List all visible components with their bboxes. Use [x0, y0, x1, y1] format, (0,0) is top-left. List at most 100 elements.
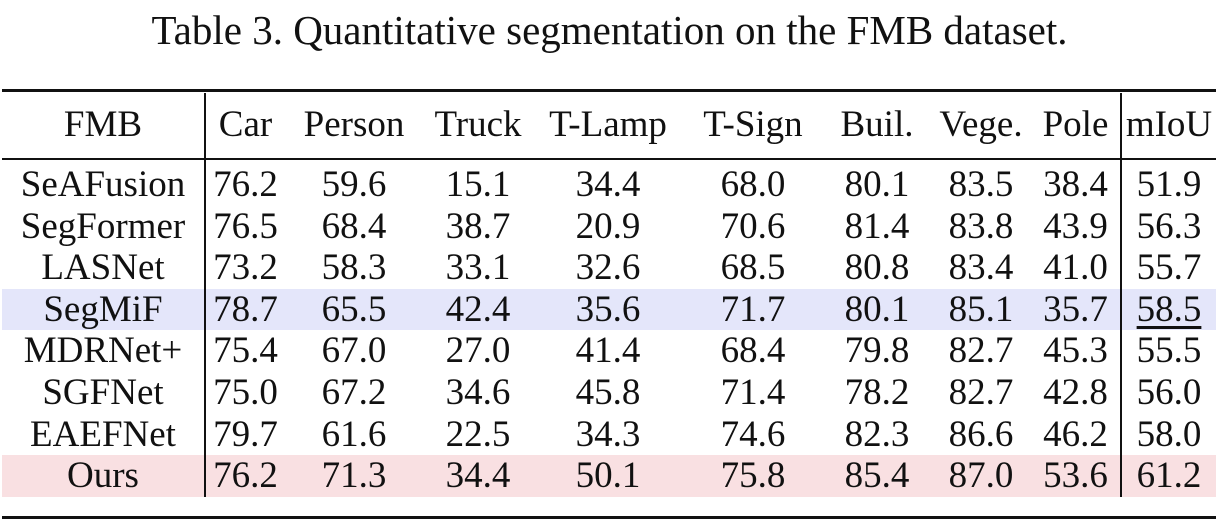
cell-truck: 22.5: [445, 413, 511, 455]
cell-vegetation: 82.7: [948, 371, 1014, 413]
cell-person: 67.0: [321, 330, 387, 372]
cell-car: 75.4: [204, 330, 285, 372]
cell-person: 59.6: [321, 164, 387, 205]
cell-building: 80.1: [844, 164, 910, 205]
table-row: EAEFNet 79.7 61.6 22.5 34.3 74.6 82.3 86…: [2, 413, 1216, 456]
header-miou: mIoU: [1120, 93, 1216, 157]
header-dataset: FMB: [63, 104, 143, 145]
method-name: Ours: [2, 455, 205, 497]
cell-pole: 38.4: [1043, 164, 1108, 205]
cell-miou-second-best: 58.5: [1120, 288, 1216, 331]
cell-vegetation: 82.7: [948, 330, 1014, 372]
cell-vegetation: 83.5: [948, 164, 1014, 205]
cell-truck: 15.1: [445, 164, 511, 205]
header-rule: [2, 158, 1216, 160]
table-caption: Table 3. Quantitative segmentation on th…: [151, 7, 1068, 53]
cell-miou: 55.5: [1120, 330, 1216, 372]
cell-car: 76.2: [204, 164, 285, 206]
table-row: LASNet 73.2 58.3 33.1 32.6 68.5 80.8 83.…: [2, 247, 1216, 289]
cell-t-lamp: 34.3: [575, 413, 641, 455]
cell-miou: 56.0: [1120, 371, 1216, 414]
cell-vegetation: 85.1: [931, 288, 1031, 331]
cell-miou: 55.7: [1120, 247, 1216, 289]
cell-miou: 51.9: [1120, 164, 1216, 206]
results-table: FMB Car Person Truck T-Lamp T-Sign Buil.…: [2, 93, 1216, 497]
method-name: SeAFusion: [20, 164, 186, 205]
cell-t-sign: 75.8: [683, 455, 823, 497]
cell-miou-best: 61.2: [1120, 455, 1216, 497]
cell-pole: 45.3: [1043, 330, 1108, 372]
cell-person: 71.3: [285, 455, 423, 497]
cell-pole: 46.2: [1043, 413, 1108, 455]
cell-t-lamp: 50.1: [533, 455, 683, 497]
method-name: LASNet: [41, 247, 165, 289]
header-truck: Truck: [434, 104, 522, 145]
cell-building: 85.4: [823, 455, 931, 497]
cell-truck: 42.4: [423, 288, 533, 331]
cell-t-lamp: 41.4: [575, 330, 641, 372]
cell-building: 80.1: [823, 288, 931, 331]
cell-vegetation: 83.8: [948, 205, 1014, 247]
cell-pole: 41.0: [1043, 247, 1108, 289]
cell-t-sign: 74.6: [720, 413, 786, 455]
cell-t-lamp: 20.9: [575, 205, 641, 247]
cell-person: 65.5: [285, 288, 423, 331]
cell-t-sign: 68.4: [720, 330, 786, 372]
cell-car: 75.0: [204, 371, 285, 414]
method-name: MDRNet+: [23, 330, 183, 372]
cell-car: 76.2: [204, 455, 285, 497]
header-row: FMB Car Person Truck T-Lamp T-Sign Buil.…: [2, 93, 1216, 157]
cell-building: 80.8: [844, 247, 910, 289]
cell-truck: 38.7: [445, 205, 511, 247]
method-name: SegMiF: [2, 288, 205, 331]
header-car: Car: [204, 93, 285, 157]
cell-truck: 27.0: [445, 330, 511, 372]
second-best-value: 58.5: [1136, 288, 1202, 330]
cell-car: 73.2: [204, 247, 285, 289]
header-t-sign: T-Sign: [703, 104, 803, 145]
cell-car: 79.7: [204, 413, 285, 456]
cell-building: 78.2: [844, 371, 910, 413]
table-row: SeAFusion 76.2 59.6 15.1 34.4 68.0 80.1 …: [2, 164, 1216, 206]
cell-vegetation: 86.6: [948, 413, 1014, 455]
table-row: SGFNet 75.0 67.2 34.6 45.8 71.4 78.2 82.…: [2, 371, 1216, 414]
header-building: Buil.: [840, 104, 914, 145]
cell-person: 67.2: [321, 371, 387, 413]
header-person: Person: [303, 104, 405, 145]
cell-building: 82.3: [844, 413, 910, 455]
cell-pole: 42.8: [1043, 371, 1108, 413]
cell-person: 58.3: [321, 247, 387, 289]
cell-person: 68.4: [321, 205, 387, 247]
cell-pole: 53.6: [1031, 455, 1121, 497]
cell-t-sign: 70.6: [720, 205, 786, 247]
bottom-rule: [2, 516, 1216, 519]
cell-miou: 56.3: [1120, 205, 1216, 248]
cell-building: 81.4: [844, 205, 910, 247]
table-row: MDRNet+ 75.4 67.0 27.0 41.4 68.4 79.8 82…: [2, 330, 1216, 372]
method-name: SGFNet: [42, 371, 164, 413]
header-vegetation: Vege.: [939, 104, 1023, 145]
cell-t-lamp: 34.4: [575, 164, 641, 205]
cell-t-lamp: 45.8: [575, 371, 641, 413]
cell-miou: 58.0: [1120, 413, 1216, 456]
cell-car: 76.5: [204, 205, 285, 248]
method-name: EAEFNet: [30, 413, 176, 455]
cell-t-lamp: 32.6: [575, 247, 641, 289]
cell-person: 61.6: [321, 413, 387, 455]
cell-t-sign: 71.4: [720, 371, 786, 413]
cell-pole: 43.9: [1043, 205, 1108, 247]
table-row-highlighted: SegMiF 78.7 65.5 42.4 35.6 71.7 80.1 85.…: [2, 288, 1216, 331]
cell-truck: 34.6: [445, 371, 511, 413]
cell-truck: 34.4: [423, 455, 533, 497]
table-row: SegFormer 76.5 68.4 38.7 20.9 70.6 81.4 …: [2, 205, 1216, 248]
cell-t-sign: 71.7: [683, 288, 823, 331]
cell-building: 79.8: [844, 330, 910, 372]
cell-car: 78.7: [204, 288, 285, 331]
header-pole: Pole: [1042, 104, 1109, 145]
method-name: SegFormer: [20, 205, 186, 247]
cell-t-sign: 68.0: [720, 164, 786, 205]
cell-vegetation: 83.4: [948, 247, 1014, 289]
cell-t-sign: 68.5: [720, 247, 786, 289]
cell-truck: 33.1: [445, 247, 511, 289]
cell-vegetation: 87.0: [931, 455, 1031, 497]
